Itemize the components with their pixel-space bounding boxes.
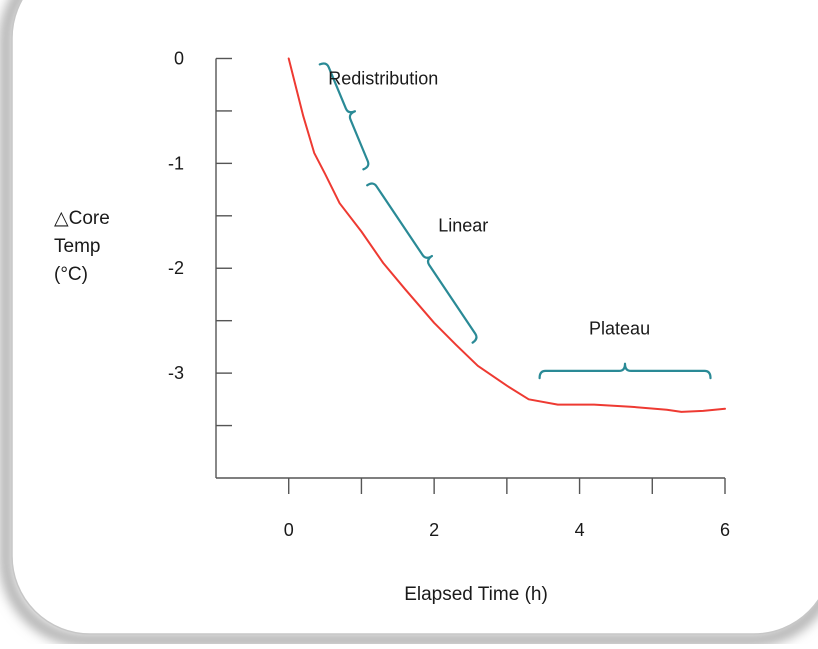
annotation-bracket xyxy=(366,182,478,344)
y-tick-label: -2 xyxy=(168,258,184,278)
annotations-layer: Redistribution Linear Plateau xyxy=(318,62,712,380)
card-background xyxy=(11,0,818,635)
y-tick-label: 0 xyxy=(174,48,184,68)
annotation-bracket xyxy=(318,62,370,171)
y-axis-label-line-1: △Core xyxy=(54,208,110,229)
series-layer xyxy=(287,57,726,413)
axes: 0 -1 -2 -3 0 2 4 6 xyxy=(168,48,730,540)
x-tick-label: 0 xyxy=(284,520,294,540)
annotation-label: Redistribution xyxy=(328,69,438,89)
y-tick-label: -1 xyxy=(168,153,184,173)
x-tick-label: 2 xyxy=(429,520,439,540)
x-axis-label: Elapsed Time (h) xyxy=(404,584,548,605)
x-tick-label: 6 xyxy=(720,520,730,540)
annotation-label: Linear xyxy=(438,216,488,236)
annotation-bracket xyxy=(538,362,712,380)
y-axis-label-line-2: Temp xyxy=(54,236,100,257)
y-tick-label: -3 xyxy=(168,363,184,383)
x-tick-label: 4 xyxy=(575,520,585,540)
annotation-label: Plateau xyxy=(589,318,650,338)
core-temp-line xyxy=(287,57,726,413)
y-axis-label: △Core Temp (°C) xyxy=(54,208,110,285)
y-axis-label-line-3: (°C) xyxy=(54,264,88,285)
